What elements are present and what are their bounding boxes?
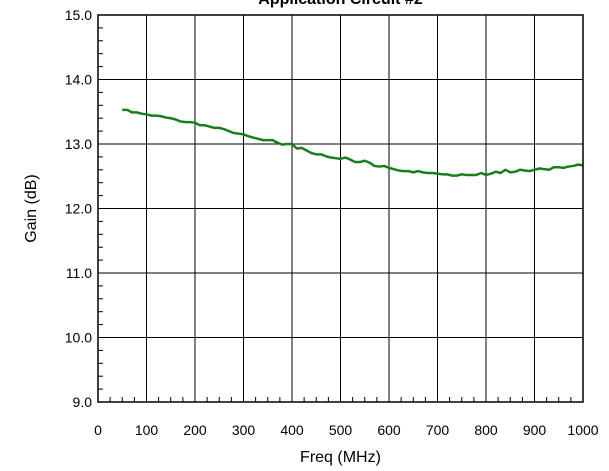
minor-ticks [98, 27, 572, 402]
y-tick-label: 11.0 [66, 265, 92, 281]
x-tick-label: 800 [474, 422, 498, 438]
y-tick-label: 12.0 [65, 201, 92, 217]
plot-frame [97, 14, 584, 403]
x-tick-label: 400 [280, 422, 304, 438]
grid-lines [98, 15, 583, 402]
series-layer [122, 108, 584, 177]
y-tick-label: 13.0 [65, 136, 92, 152]
x-axis-title: Freq (MHz) [300, 449, 381, 466]
y-tick-label: 9.0 [73, 394, 93, 410]
y-tick-label: 10.0 [65, 330, 92, 346]
y-tick-label: 14.0 [65, 72, 92, 88]
x-tick-label: 200 [183, 422, 207, 438]
y-axis-title: Gain (dB) [23, 174, 40, 242]
x-tick-label: 500 [329, 422, 353, 438]
x-tick-label: 100 [135, 422, 159, 438]
chart-title: Application Circuit #2 [258, 0, 423, 8]
x-tick-label: 900 [523, 422, 547, 438]
y-tick-label: 15.0 [65, 7, 92, 23]
x-tick-label: 600 [377, 422, 401, 438]
gain-series-line [122, 108, 584, 177]
tick-labels: 0 100 200 300 400 500 600 700 800 900 1000 9.0 10.0 1… [65, 7, 599, 438]
x-tick-label: 1000 [567, 422, 598, 438]
x-tick-label: 700 [426, 422, 450, 438]
x-tick-label: 300 [232, 422, 256, 438]
x-tick-label: 0 [94, 422, 102, 438]
